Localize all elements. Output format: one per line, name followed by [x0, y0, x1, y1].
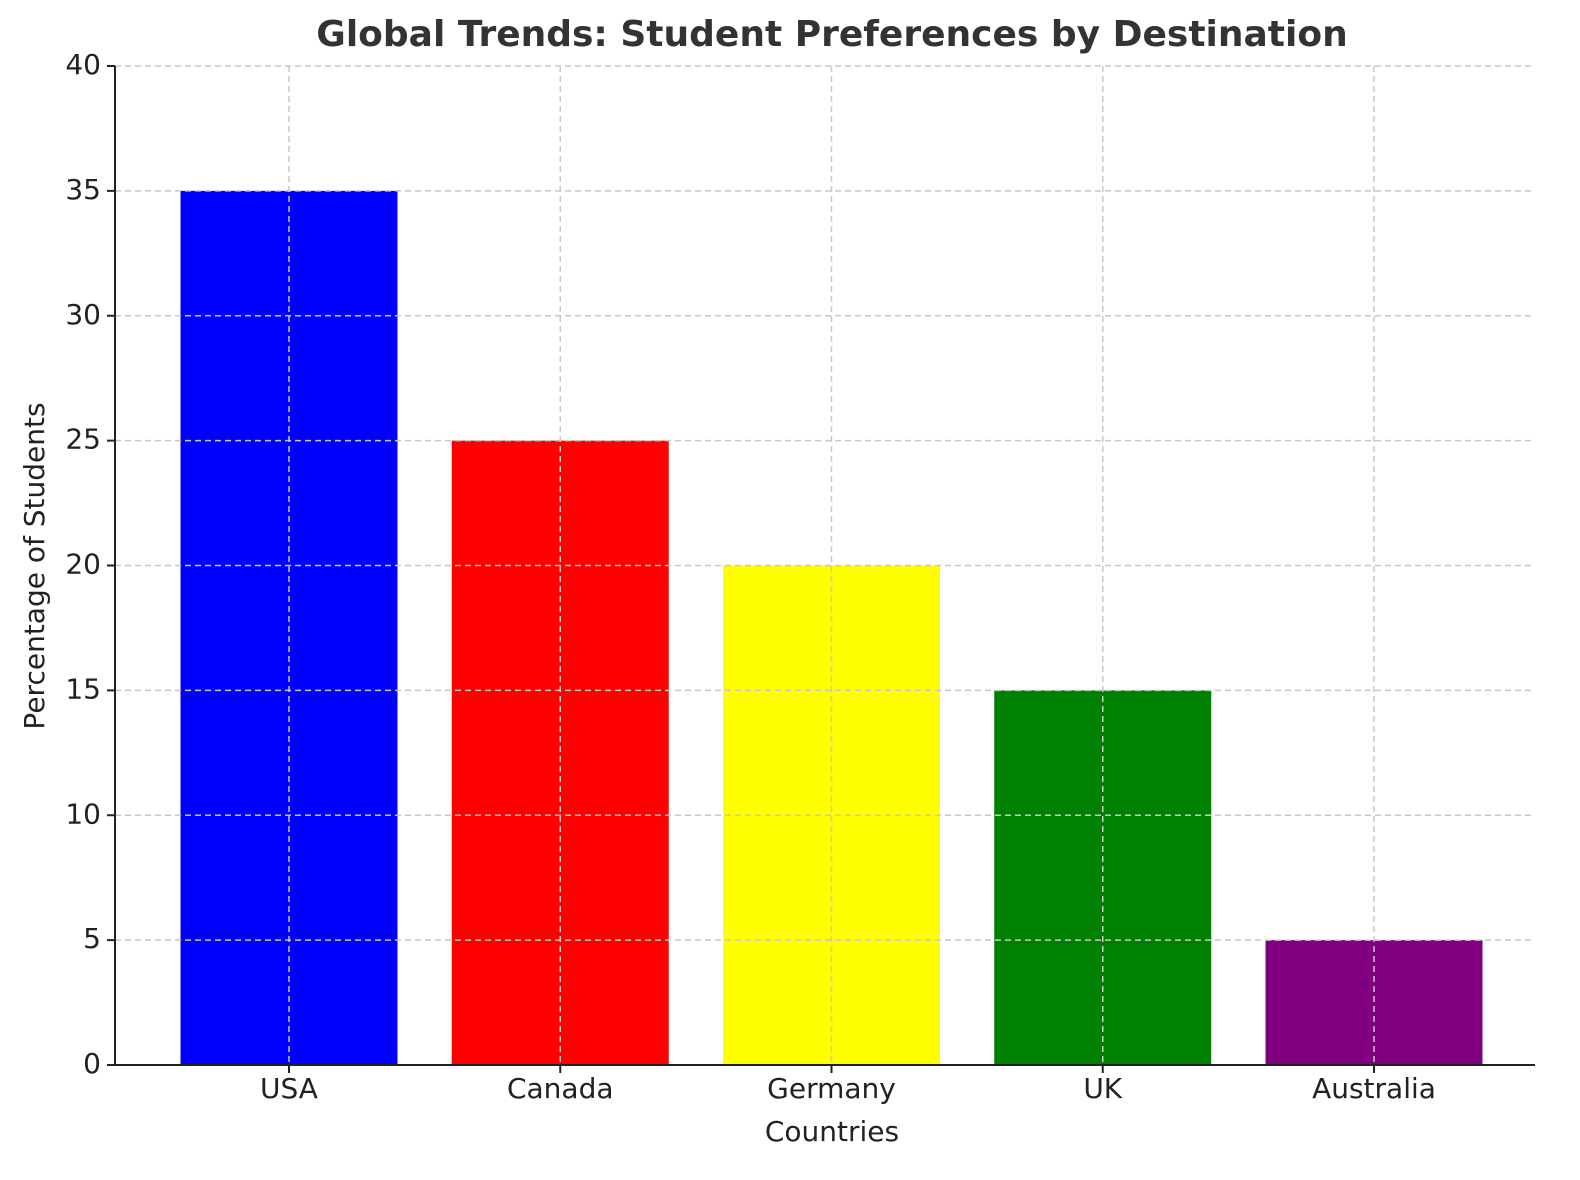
x-axis-label: Countries — [765, 1115, 899, 1148]
y-tick-label: 35 — [65, 173, 101, 206]
y-tick-label: 0 — [83, 1047, 101, 1080]
chart-title: Global Trends: Student Preferences by De… — [316, 14, 1347, 55]
y-tick-label: 10 — [65, 797, 101, 830]
y-tick-label: 20 — [65, 548, 101, 581]
x-tick-label: Canada — [507, 1072, 614, 1105]
y-tick-label: 25 — [65, 423, 101, 456]
x-tick-label: UK — [1083, 1072, 1122, 1105]
y-tick-label: 5 — [83, 922, 101, 955]
y-tick-label: 15 — [65, 672, 101, 705]
x-tick-label: USA — [260, 1072, 318, 1105]
y-tick-label: 40 — [65, 48, 101, 81]
y-axis-label: Percentage of Students — [18, 402, 51, 729]
y-tick-label: 30 — [65, 298, 101, 331]
x-tick-label: Germany — [767, 1072, 896, 1105]
x-tick-label: Australia — [1312, 1072, 1436, 1105]
